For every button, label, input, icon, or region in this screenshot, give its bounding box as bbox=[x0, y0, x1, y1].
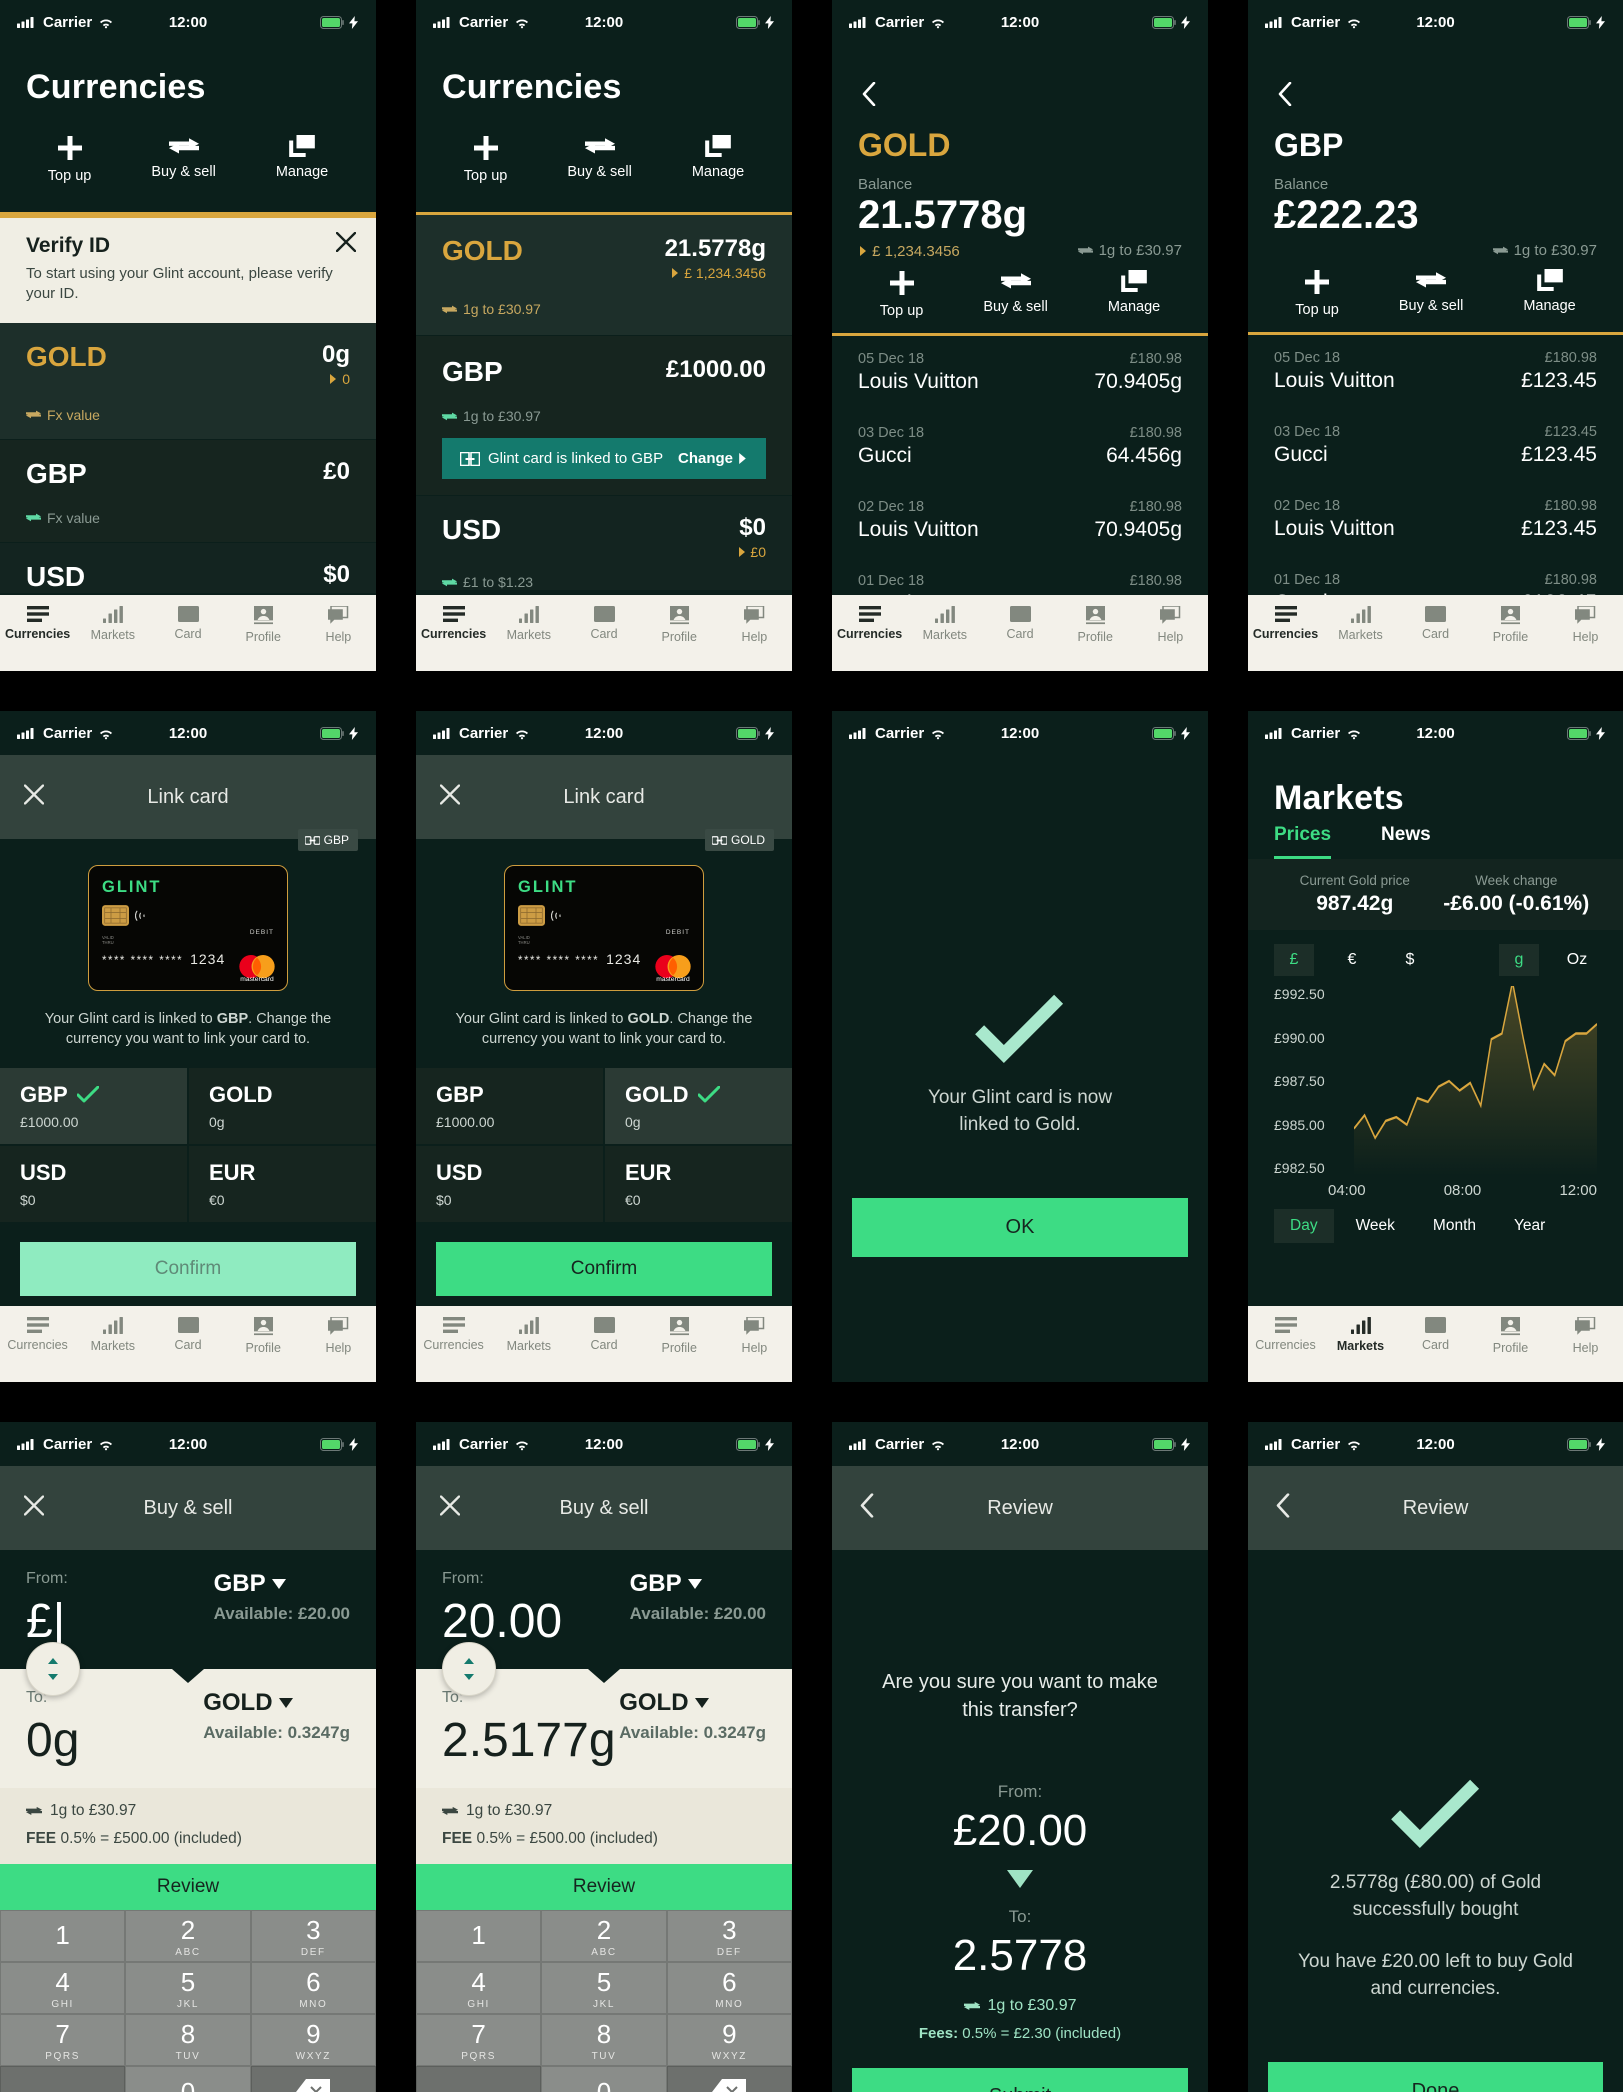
svg-text:mastercard: mastercard bbox=[240, 976, 274, 983]
svg-text:mastercard: mastercard bbox=[656, 976, 690, 983]
